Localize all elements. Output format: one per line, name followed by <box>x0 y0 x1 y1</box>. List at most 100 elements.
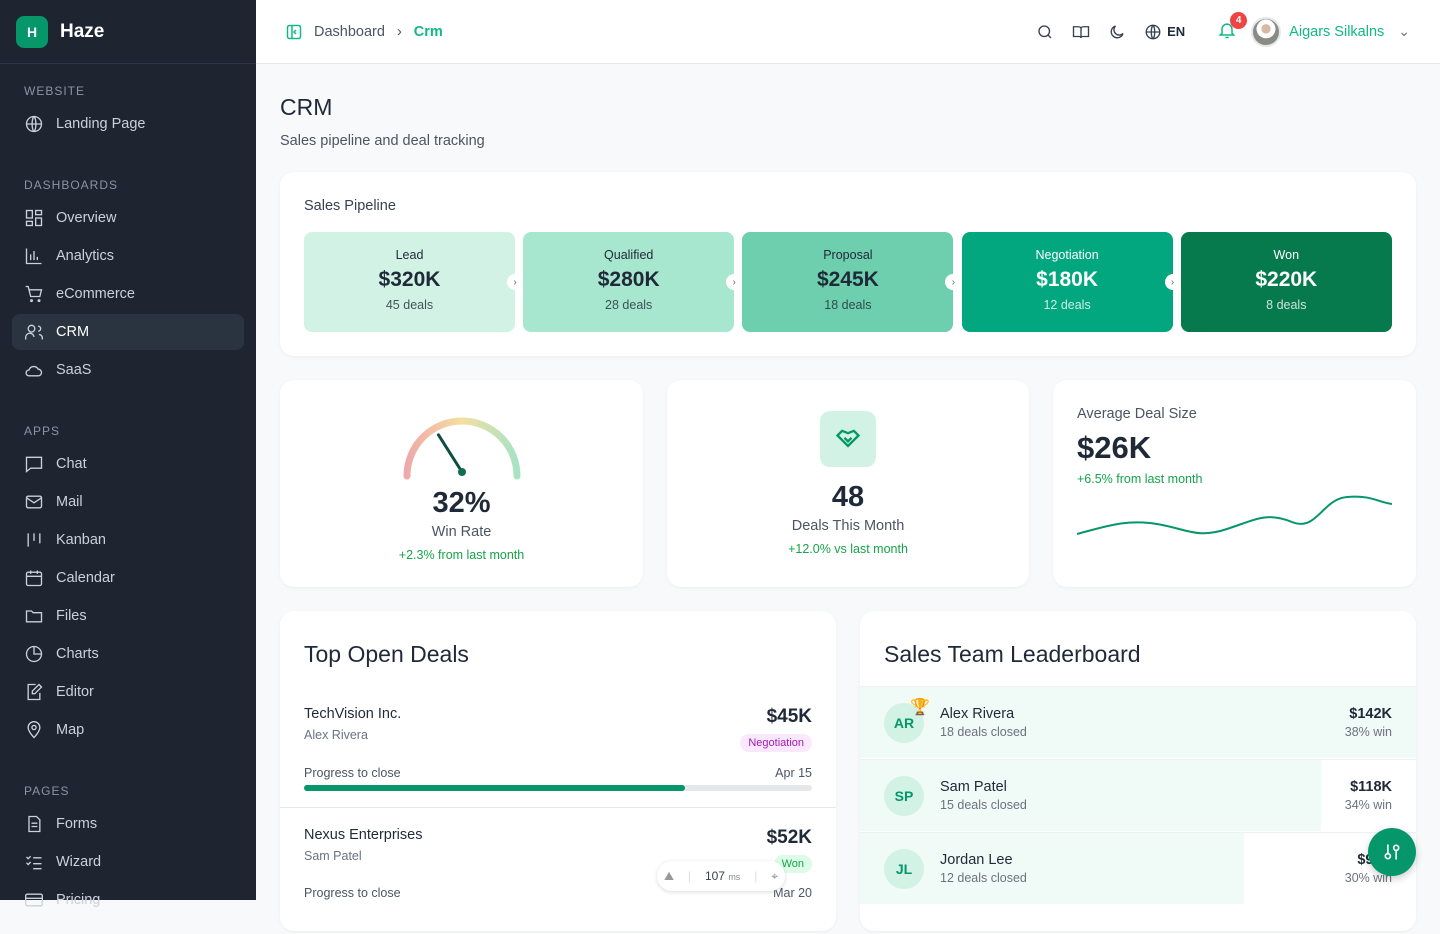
avg-deal-label: Average Deal Size <box>1077 406 1197 422</box>
avatar: SP <box>884 776 924 816</box>
sidebar-item-label: Files <box>56 608 87 624</box>
pipeline-title: Sales Pipeline <box>304 198 396 214</box>
rep-name: Alex Rivera <box>940 706 1015 722</box>
user-name: Aigars Silkalns <box>1289 23 1385 40</box>
rep-name: Jordan Lee <box>940 852 1013 868</box>
gauge-needle <box>436 433 463 474</box>
stage-deals: 45 deals <box>385 298 434 312</box>
progress-label: Progress to close <box>304 886 401 900</box>
sidebar-item-label: Map <box>56 722 85 738</box>
chevron-right-icon: › <box>726 274 743 290</box>
leaderboard-share-bar <box>860 760 1322 831</box>
stage-deals: 28 deals <box>605 298 653 312</box>
pipeline-stage-won[interactable]: Won $220K 8 deals <box>1180 232 1392 332</box>
rep-win-rate: 38% win <box>1344 725 1392 739</box>
moon-icon[interactable] <box>1108 23 1126 41</box>
leaderboard-title: Sales Team Leaderboard <box>884 641 1141 667</box>
rep-deals: 15 deals closed <box>940 798 1027 812</box>
customize-fab[interactable] <box>1368 828 1416 876</box>
sidebar-item-label: Landing Page <box>56 116 146 132</box>
deal-item[interactable]: Nexus Enterprises Sam Patel $52K Won Prog… <box>280 827 836 900</box>
devtools-widget[interactable]: ⛰ | 107 ms | ⌖ <box>657 861 785 891</box>
deals-change: +12.0% vs last month <box>788 542 908 556</box>
stage-value: $180K <box>1036 268 1099 291</box>
avatar: AR <box>884 703 924 743</box>
sidebar-item-saas[interactable]: SaaS <box>12 352 244 388</box>
sidebar-item-files[interactable]: Files <box>12 598 244 634</box>
sidebar-item-calendar[interactable]: Calendar <box>12 560 244 596</box>
sidebar-item-landing-page[interactable]: Landing Page <box>12 106 244 142</box>
avatar <box>1251 16 1282 47</box>
globe-icon <box>1145 24 1161 39</box>
sidebar-item-label: Mail <box>56 494 83 510</box>
pipeline-stage-negotiation[interactable]: Negotiation $180K 12 deals <box>961 232 1173 332</box>
deal-owner: Sam Patel <box>304 849 362 863</box>
deal-amount: $45K <box>766 706 812 727</box>
avg-deal-card: Average Deal Size $26K +6.5% from last m… <box>1053 380 1416 587</box>
deal-item[interactable]: TechVision Inc. Alex Rivera $45K Negotiat… <box>280 706 836 808</box>
sidebar-item-charts[interactable]: Charts <box>12 636 244 672</box>
page-title: CRM <box>280 94 333 120</box>
deals-label: Deals This Month <box>791 518 905 534</box>
top-deals-title: Top Open Deals <box>304 641 469 667</box>
pipeline-stage-proposal[interactable]: Proposal $245K 18 deals <box>742 232 954 332</box>
rep-deals: 18 deals closed <box>940 725 1027 739</box>
rep-amount: $142K <box>1349 706 1392 722</box>
sidebar-item-label: Chat <box>56 456 87 472</box>
book-icon[interactable] <box>1072 23 1090 41</box>
deal-stage-badge: Negotiation <box>740 734 812 752</box>
sidebar-item-forms[interactable]: Forms <box>12 806 244 842</box>
stage-value: $320K <box>378 268 441 291</box>
sidebar-item-ecommerce[interactable]: eCommerce <box>12 276 244 312</box>
deal-progress-bar <box>304 785 812 791</box>
leaderboard-row[interactable]: SP Sam Patel 15 deals closed $118K 34% win <box>860 759 1416 831</box>
sidebar-item-pricing[interactable]: Pricing <box>12 882 244 918</box>
notifications-button[interactable]: 4 <box>1217 12 1248 43</box>
pie-icon <box>25 645 43 663</box>
trophy-icon: 🏆 <box>910 699 930 716</box>
leaderboard-row[interactable]: AR 🏆 Alex Rivera 18 deals closed $142K 38% wi… <box>860 686 1416 758</box>
stage-deals: 12 deals <box>1043 298 1091 312</box>
deal-company: Nexus Enterprises <box>304 827 423 843</box>
bell-icon <box>1218 23 1236 39</box>
deal-owner: Alex Rivera <box>304 728 368 742</box>
search-icon[interactable] <box>1036 23 1054 41</box>
win-rate-gauge <box>403 417 520 480</box>
stage-deals: 8 deals <box>1266 298 1307 312</box>
globe-icon <box>25 115 43 133</box>
sidebar-item-kanban[interactable]: Kanban <box>12 522 244 558</box>
sidebar-item-chat[interactable]: Chat <box>12 446 244 482</box>
deals-month-card: 48 Deals This Month +12.0% vs last month <box>667 380 1029 587</box>
chevron-right-icon: › <box>396 23 402 40</box>
sidebar-item-label: Wizard <box>56 854 102 870</box>
language-selector[interactable]: EN <box>1144 23 1185 41</box>
sidebar-item-analytics[interactable]: Analytics <box>12 238 244 274</box>
deal-date: Mar 20 <box>773 886 812 900</box>
pipeline-stage-qualified[interactable]: Qualified $280K 28 deals <box>523 232 735 332</box>
sidebar-item-label: Kanban <box>56 532 106 548</box>
sidebar-item-crm[interactable]: CRM <box>12 314 244 350</box>
user-menu[interactable]: Aigars Silkalns ⌄ <box>1251 16 1410 47</box>
sidebar-item-editor[interactable]: Editor <box>12 674 244 710</box>
win-rate-value: 32% <box>432 487 491 519</box>
sidebar-item-overview[interactable]: Overview <box>12 200 244 236</box>
language-label: EN <box>1167 24 1186 39</box>
sidebar-item-map[interactable]: Map <box>12 712 244 748</box>
sidebar-item-label: SaaS <box>56 362 92 378</box>
deals-value: 48 <box>831 481 865 513</box>
sidebar-item-label: eCommerce <box>56 286 135 302</box>
sidebar: H Haze WEBSITE Landing Page DASHBOARDS Overv… <box>0 0 256 908</box>
sidebar-item-mail[interactable]: Mail <box>12 484 244 520</box>
chevron-right-icon: › <box>945 274 962 290</box>
bar-chart-icon <box>25 248 42 265</box>
sidebar-item-wizard[interactable]: Wizard <box>12 844 244 880</box>
sidebar-toggle-icon[interactable] <box>286 24 302 40</box>
pipeline-stage-lead[interactable]: Lead $320K 45 deals <box>304 232 515 332</box>
sidebar-item-label: Pricing <box>56 892 101 908</box>
crosshair-icon[interactable]: ⌖ <box>771 868 778 883</box>
breadcrumb-dashboard[interactable]: Dashboard <box>314 23 385 40</box>
brand[interactable]: H Haze <box>0 0 256 64</box>
folder-icon <box>25 610 43 623</box>
render-time: 107 <box>704 869 725 883</box>
